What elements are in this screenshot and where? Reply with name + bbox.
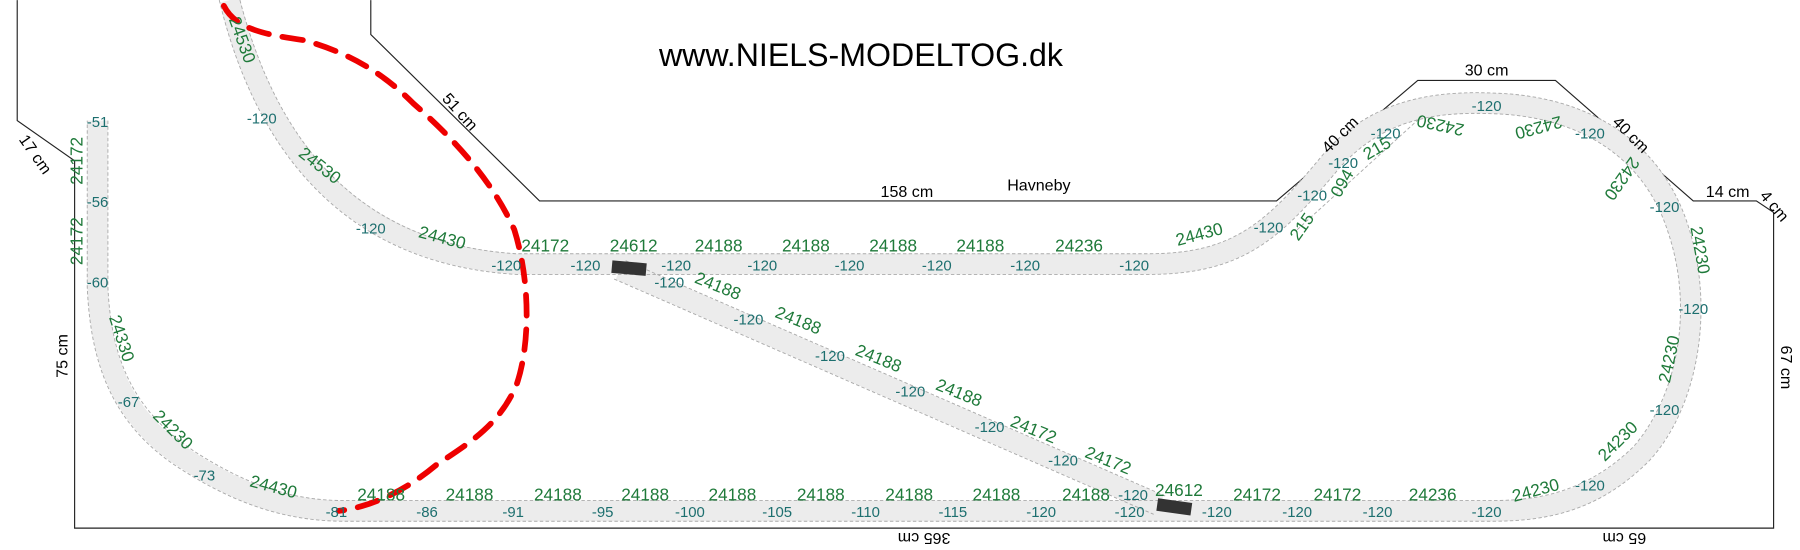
track-piece-label: 24236 (1409, 485, 1457, 505)
dimension-label: 30 cm (1465, 61, 1509, 79)
track-piece-label: 24172 (67, 217, 87, 265)
track-piece-label: 24188 (695, 235, 743, 255)
track-piece-label: 24172 (521, 235, 569, 255)
track-piece-label: 24188 (869, 235, 917, 255)
height-label: -120 (1678, 301, 1708, 318)
height-label: -73 (194, 467, 216, 484)
track-piece-label: 24188 (782, 235, 830, 255)
height-label: -120 (975, 419, 1005, 436)
height-label: -100 (675, 504, 705, 521)
track-diagonal (615, 260, 1164, 515)
site-title: www.NIELS-MODELTOG.dk (658, 37, 1064, 73)
height-label: -120 (1363, 504, 1393, 521)
height-label: -120 (1010, 257, 1040, 274)
height-label: -60 (87, 275, 109, 292)
height-label: -120 (571, 257, 601, 274)
track-piece-label: 24172 (1313, 485, 1361, 505)
height-label: -120 (1328, 155, 1358, 172)
track-piece-label: 24172 (67, 137, 87, 185)
dimension-label: 365 cm (898, 529, 951, 547)
station-name: Havneby (1007, 176, 1070, 194)
dimension-label: 65 cm (1602, 529, 1646, 547)
height-label: -56 (87, 194, 109, 211)
height-label: -120 (1575, 478, 1605, 495)
height-label: -120 (1575, 125, 1605, 142)
height-label: -120 (1202, 504, 1232, 521)
track-piece-label: 24188 (357, 485, 405, 505)
height-label: -105 (762, 504, 792, 521)
dimension-label: 17 cm (15, 132, 55, 178)
height-label: -120 (1371, 125, 1401, 142)
track-piece-label: 24188 (797, 485, 845, 505)
height-label: -120 (747, 257, 777, 274)
height-label: -81 (326, 504, 348, 521)
dimension-label: 158 cm (881, 183, 934, 201)
track-piece-label: 24230 (1600, 153, 1644, 204)
track-piece-label: 24188 (621, 485, 669, 505)
height-label: -120 (1650, 199, 1680, 216)
edge (107, 112, 1681, 502)
height-label: -120 (922, 257, 952, 274)
height-label: -120 (1472, 98, 1502, 115)
height-label: -110 (851, 504, 880, 521)
track-piece-label: 24612 (1155, 480, 1203, 500)
track-left (87, 120, 345, 522)
height-label: -120 (1254, 219, 1284, 236)
dimension-label: 4 cm (1756, 187, 1792, 225)
height-label: -120 (661, 257, 691, 274)
height-label: -120 (1118, 487, 1148, 504)
edge (86, 0, 1702, 522)
track-piece-label: 24188 (1062, 485, 1110, 505)
height-label: -120 (895, 384, 925, 401)
height-label: -120 (1048, 452, 1078, 469)
height-label: -86 (416, 504, 438, 521)
dimension-label: 67 cm (1777, 346, 1795, 390)
track-piece-label: 24188 (534, 485, 582, 505)
height-label: -120 (247, 110, 277, 127)
height-label: -120 (1115, 504, 1145, 521)
height-label: -120 (1282, 504, 1312, 521)
track-bed (87, 0, 1702, 522)
dimension-label: 75 cm (53, 334, 71, 378)
edge (218, 0, 1341, 275)
height-label: -120 (1297, 187, 1327, 204)
track-piece-label: 24236 (1055, 235, 1103, 255)
height-label: -120 (654, 275, 684, 292)
height-label: -120 (1472, 504, 1502, 521)
height-label: -120 (835, 257, 865, 274)
track-piece-label: 24188 (708, 485, 756, 505)
track-upper-loop (219, 0, 1702, 522)
height-label: -120 (1119, 257, 1149, 274)
track-piece-label: 24172 (1233, 485, 1281, 505)
height-label: -115 (938, 504, 967, 521)
track-piece-label: 24188 (973, 485, 1021, 505)
track-piece-label: 24188 (446, 485, 494, 505)
height-label: -67 (118, 394, 140, 411)
height-label: -91 (502, 504, 524, 521)
edge (613, 260, 1166, 515)
track-piece-label: 24188 (956, 235, 1004, 255)
dimension-label: 51 cm (438, 90, 481, 135)
height-label: -120 (491, 257, 521, 274)
height-label: -120 (815, 348, 845, 365)
track-piece-label: 24612 (610, 235, 658, 255)
height-label: -120 (356, 221, 386, 238)
track-edges (86, 0, 1702, 522)
height-label: -95 (592, 504, 614, 521)
track-piece-label: 24188 (885, 485, 933, 505)
height-label: -51 (87, 114, 109, 131)
dimension-label: 14 cm (1706, 183, 1750, 201)
height-label: -120 (1650, 402, 1680, 419)
baseboard-outline (16, 0, 1775, 529)
planned-route (220, 2, 530, 514)
locomotive (611, 260, 647, 276)
height-label: -120 (734, 311, 764, 328)
height-label: -120 (1026, 504, 1056, 521)
locomotive (1156, 498, 1193, 516)
